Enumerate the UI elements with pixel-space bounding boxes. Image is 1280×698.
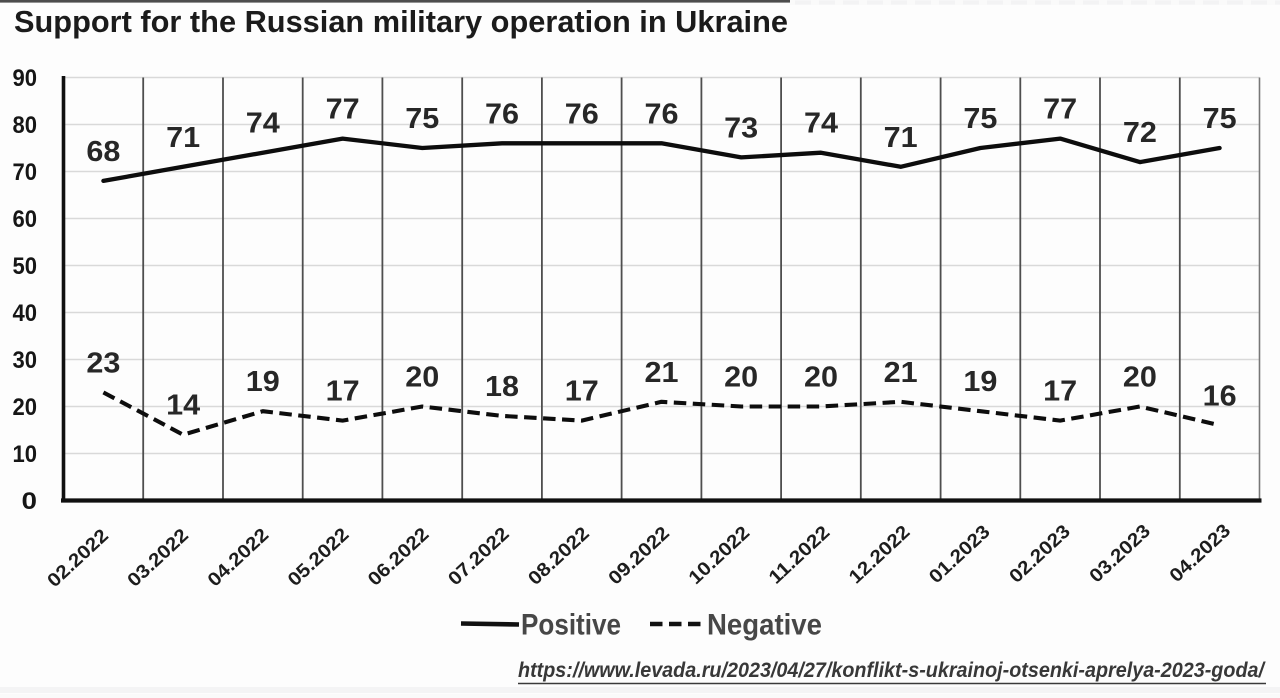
- svg-text:75: 75: [405, 103, 439, 135]
- svg-text:50: 50: [13, 253, 38, 280]
- svg-text:80: 80: [13, 112, 38, 139]
- svg-text:23: 23: [86, 347, 120, 379]
- svg-text:90: 90: [13, 65, 38, 92]
- svg-text:60: 60: [13, 206, 38, 233]
- svg-text:17: 17: [1043, 376, 1077, 408]
- svg-text:Support for the Russian milita: Support for the Russian military operati…: [14, 4, 788, 39]
- svg-text:Negative: Negative: [707, 609, 822, 642]
- svg-text:71: 71: [884, 122, 918, 154]
- svg-text:76: 76: [485, 98, 519, 130]
- svg-text:14: 14: [166, 390, 200, 422]
- svg-text:71: 71: [166, 122, 200, 154]
- svg-text:72: 72: [1123, 117, 1157, 149]
- svg-text:19: 19: [246, 366, 280, 398]
- svg-text:20: 20: [724, 362, 758, 394]
- svg-text:77: 77: [326, 94, 360, 126]
- svg-text:75: 75: [1203, 103, 1237, 135]
- svg-text:30: 30: [13, 347, 38, 374]
- svg-text:77: 77: [1043, 94, 1077, 126]
- svg-text:19: 19: [963, 366, 997, 398]
- svg-text:21: 21: [645, 357, 679, 389]
- svg-text:20: 20: [1123, 362, 1157, 394]
- svg-text:73: 73: [724, 112, 758, 144]
- svg-text:20: 20: [804, 362, 838, 394]
- svg-text:0: 0: [22, 488, 38, 515]
- svg-text:40: 40: [13, 300, 38, 327]
- svg-text:17: 17: [565, 376, 599, 408]
- svg-text:76: 76: [645, 98, 679, 130]
- svg-text:https://www.levada.ru/2023/04/: https://www.levada.ru/2023/04/27/konflik…: [518, 658, 1266, 682]
- svg-text:Positive: Positive: [521, 609, 621, 642]
- svg-text:18: 18: [485, 371, 519, 403]
- svg-text:20: 20: [13, 394, 38, 421]
- svg-text:70: 70: [13, 159, 38, 186]
- svg-text:74: 74: [804, 108, 838, 140]
- svg-text:76: 76: [565, 98, 599, 130]
- svg-text:74: 74: [246, 108, 280, 140]
- svg-text:17: 17: [326, 376, 360, 408]
- svg-text:21: 21: [884, 357, 918, 389]
- svg-text:10: 10: [13, 441, 38, 468]
- svg-text:75: 75: [963, 103, 997, 135]
- svg-text:16: 16: [1203, 380, 1237, 412]
- svg-text:20: 20: [405, 362, 439, 394]
- svg-text:68: 68: [86, 136, 120, 168]
